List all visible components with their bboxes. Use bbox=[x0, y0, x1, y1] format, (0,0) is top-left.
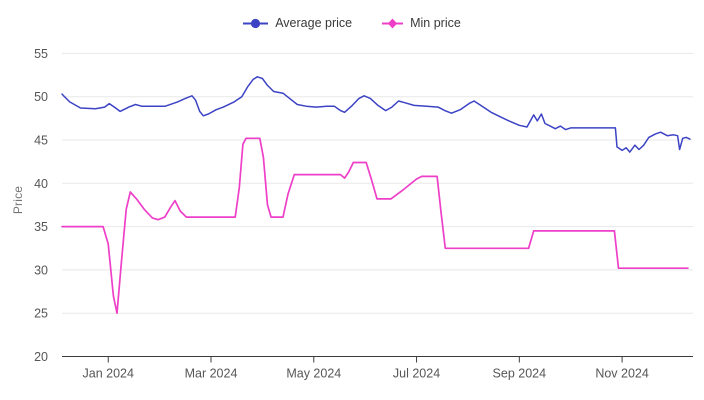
y-tick-label-35: 35 bbox=[34, 220, 48, 234]
min-price-line-diamond-icon bbox=[382, 18, 404, 29]
series-line-min-price[interactable] bbox=[61, 137, 689, 315]
y-tick-label-45: 45 bbox=[34, 134, 48, 148]
chart-legend: Average price Min price bbox=[0, 16, 704, 30]
y-tick-label-25: 25 bbox=[34, 307, 48, 321]
legend-label-average-price: Average price bbox=[275, 16, 353, 30]
x-tick-label-May 2024: May 2024 bbox=[286, 367, 341, 381]
legend-item-average-price[interactable]: Average price bbox=[243, 16, 352, 30]
y-tick-label-30: 30 bbox=[34, 263, 48, 277]
x-tick-label-Jul 2024: Jul 2024 bbox=[393, 367, 440, 381]
y-tick-label-40: 40 bbox=[34, 177, 48, 191]
legend-item-min-price[interactable]: Min price bbox=[382, 16, 461, 30]
x-tick-label-Mar 2024: Mar 2024 bbox=[185, 367, 238, 381]
x-tick-label-Sep 2024: Sep 2024 bbox=[493, 367, 547, 381]
y-tick-label-50: 50 bbox=[34, 90, 48, 104]
average-price-line-circle-icon bbox=[243, 18, 269, 29]
x-tick-label-Nov 2024: Nov 2024 bbox=[595, 367, 649, 381]
legend-label-min-price: Min price bbox=[410, 16, 461, 30]
y-tick-label-55: 55 bbox=[34, 47, 48, 61]
series-line-average-price[interactable] bbox=[61, 76, 691, 153]
x-tick-label-Jan 2024: Jan 2024 bbox=[83, 367, 134, 381]
y-axis-title: Price bbox=[11, 185, 26, 215]
y-tick-label-20: 20 bbox=[34, 350, 48, 364]
